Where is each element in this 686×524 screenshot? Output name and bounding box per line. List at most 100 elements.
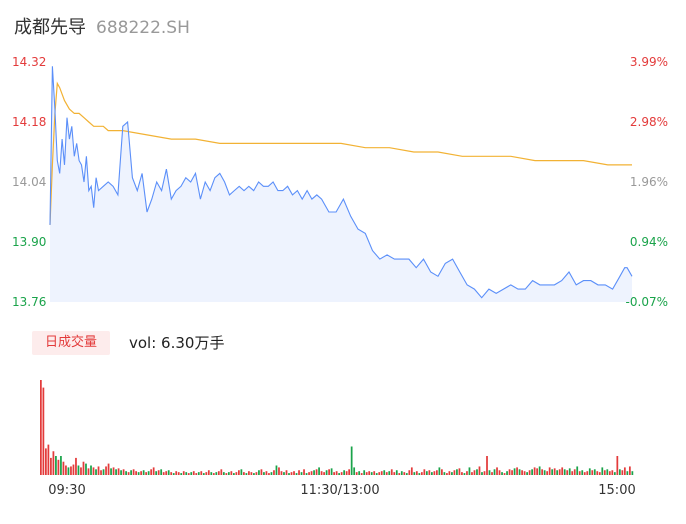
volume-bar <box>436 470 438 475</box>
volume-bar <box>147 471 150 475</box>
volume-bar <box>107 463 110 475</box>
volume-bar <box>258 470 260 475</box>
volume-bar <box>180 473 183 475</box>
price-tick-label: 14.04 <box>12 175 46 189</box>
volume-bar <box>105 466 107 475</box>
volume-bar <box>481 472 483 475</box>
volume-bar <box>360 473 363 475</box>
volume-bar <box>112 467 115 475</box>
volume-bar <box>300 472 303 475</box>
volume-bar <box>593 469 596 475</box>
volume-bar <box>323 472 325 475</box>
volume-bar <box>601 467 604 475</box>
volume-bar <box>388 471 391 475</box>
volume-bar <box>358 471 361 475</box>
volume-bar <box>526 472 528 475</box>
volume-bar <box>493 469 496 475</box>
volume-bar <box>195 473 198 475</box>
volume-bar <box>92 467 95 475</box>
price-tick-label: 14.32 <box>12 55 46 69</box>
volume-bar <box>157 470 160 475</box>
volume-bar <box>501 472 503 475</box>
pct-tick-label: 2.98% <box>630 115 668 129</box>
stock-title: 成都先导 688222.SH <box>14 13 190 39</box>
volume-bar <box>446 473 448 475</box>
volume-bar <box>263 472 265 475</box>
pct-tick-label: 3.99% <box>630 55 668 69</box>
volume-bar <box>398 473 401 475</box>
price-tick-label: 13.76 <box>12 295 46 309</box>
volume-bar <box>405 473 408 475</box>
volume-bar <box>290 472 293 475</box>
volume-bar <box>70 466 72 475</box>
volume-bar <box>328 469 330 475</box>
volume-bar <box>578 471 581 475</box>
volume-bar <box>368 471 371 475</box>
volume-bar <box>305 473 308 475</box>
volume-bar <box>456 469 458 475</box>
volume-bar <box>303 469 305 475</box>
volume-bar <box>167 470 170 475</box>
volume-bar <box>182 471 185 475</box>
volume-bar <box>568 468 571 475</box>
volume-bar <box>441 469 443 475</box>
volume-bar <box>295 473 298 475</box>
volume-bar <box>130 470 132 475</box>
pct-tick-label: 1.96% <box>630 175 668 189</box>
volume-bar <box>288 473 290 475</box>
volume-bar <box>177 472 180 475</box>
volume-bar <box>468 467 471 475</box>
volume-bar <box>516 467 518 475</box>
volume-bar <box>325 470 328 475</box>
volume-bar <box>122 469 125 475</box>
volume-bar <box>430 472 433 475</box>
volume-bar <box>531 469 533 475</box>
volume-bar <box>423 469 426 475</box>
volume-bar <box>320 471 323 475</box>
volume-bar <box>546 471 549 475</box>
volume-bar <box>225 473 228 475</box>
volume-bar <box>120 470 122 475</box>
volume-bar <box>210 472 213 475</box>
volume-bar <box>536 468 538 475</box>
volume-bar <box>278 467 280 475</box>
volume-bar <box>586 471 589 475</box>
volume-bar <box>285 470 288 475</box>
volume-bar <box>375 473 378 475</box>
volume-bar <box>558 469 561 475</box>
volume-bar <box>280 471 283 475</box>
volume-bar <box>496 467 498 475</box>
volume-bar <box>330 468 333 475</box>
volume-bar <box>313 470 315 475</box>
volume-bar <box>553 468 556 475</box>
volume-bar <box>298 470 300 475</box>
volume-bar <box>463 473 466 475</box>
volume-bar <box>408 470 411 475</box>
volume-bar <box>443 472 446 475</box>
volume-bar <box>523 471 526 475</box>
volume-bar <box>393 472 396 475</box>
volume-bar <box>253 473 255 475</box>
volume-bar <box>57 459 60 475</box>
volume-bar <box>205 472 208 475</box>
volume-bar <box>82 461 85 475</box>
volume-bar <box>42 387 45 475</box>
volume-bar <box>383 470 386 475</box>
volume-bar <box>498 470 501 475</box>
volume-bar <box>363 470 366 475</box>
volume-bar <box>433 471 436 475</box>
volume-bar <box>506 471 508 475</box>
volume-bar <box>255 472 258 475</box>
volume-bar <box>518 469 521 475</box>
time-tick-label: 09:30 <box>48 483 85 498</box>
volume-bar <box>353 467 356 475</box>
volume-bar <box>613 472 616 475</box>
volume-bar <box>172 473 175 475</box>
volume-bar <box>135 471 137 475</box>
volume-bar <box>628 466 631 475</box>
volume-bar <box>235 472 238 475</box>
time-axis-labels: 09:30 11:30/13:00 15:00 <box>48 483 635 498</box>
volume-bar <box>616 456 619 475</box>
volume-bar <box>543 470 546 475</box>
